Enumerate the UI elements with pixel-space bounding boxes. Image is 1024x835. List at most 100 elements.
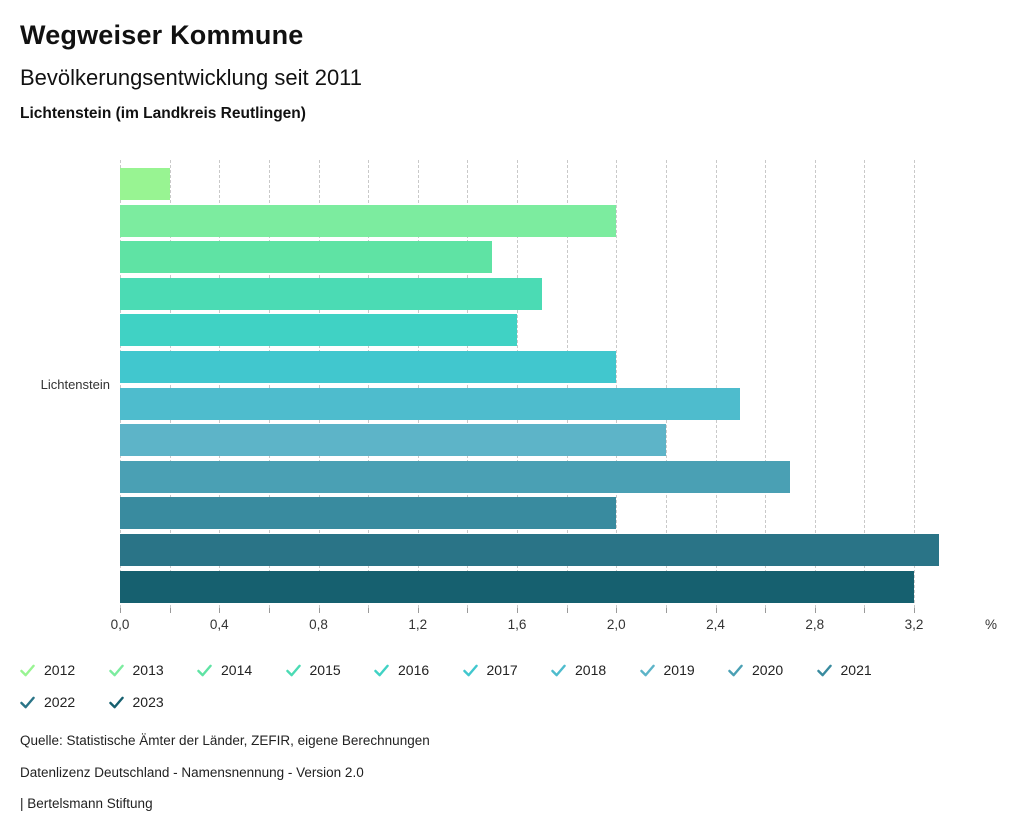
legend-item-label: 2021 xyxy=(840,662,872,678)
axis-tick xyxy=(417,608,419,613)
gridline xyxy=(318,160,320,608)
legend-item-label: 2020 xyxy=(752,662,784,678)
legend-item-2013[interactable]: 2013 xyxy=(108,654,198,686)
axis-tick-label: 0,0 xyxy=(110,617,130,632)
bar-2017[interactable] xyxy=(120,351,617,383)
bar-2016[interactable] xyxy=(120,314,517,347)
legend-item-2015[interactable]: 2015 xyxy=(285,654,375,686)
legend-item-2020[interactable]: 2020 xyxy=(728,654,817,686)
gridline xyxy=(665,160,667,608)
gridline xyxy=(566,160,568,608)
legend-item-label: 2023 xyxy=(132,694,164,710)
gridline xyxy=(914,160,915,608)
legend-item-2014[interactable]: 2014 xyxy=(197,654,286,686)
bar-2015[interactable] xyxy=(120,277,542,310)
bar-2020[interactable] xyxy=(120,460,790,493)
bar-2018[interactable] xyxy=(120,387,741,420)
legend-item-2022[interactable]: 2022 xyxy=(20,686,109,718)
check-icon xyxy=(728,664,743,676)
footer: Quelle: Statistische Ämter der Länder, Z… xyxy=(20,733,430,828)
axis-tick xyxy=(368,608,370,613)
bar-2022[interactable] xyxy=(120,534,939,566)
gridline xyxy=(120,160,121,608)
bar-2014[interactable] xyxy=(120,241,493,274)
bar-2013[interactable] xyxy=(120,204,617,237)
axis-tick xyxy=(914,608,915,613)
gridline xyxy=(417,160,419,608)
axis-tick xyxy=(765,608,767,613)
axis-tick xyxy=(566,608,568,613)
bar-2012[interactable] xyxy=(120,168,170,200)
gridline xyxy=(517,160,518,608)
check-icon xyxy=(374,664,389,676)
legend-item-label: 2012 xyxy=(44,662,76,678)
legend-item-2016[interactable]: 2016 xyxy=(374,654,463,686)
gridline xyxy=(616,160,618,608)
gridline xyxy=(169,160,171,608)
axis-tick xyxy=(715,608,717,613)
gridline xyxy=(467,160,469,608)
axis-tick-label: 2,0 xyxy=(606,617,626,632)
axis-tick-label: 2,4 xyxy=(706,617,725,632)
attribution-note: | Bertelsmann Stiftung xyxy=(20,796,153,811)
check-icon xyxy=(639,664,655,676)
axis-tick-label: 1,2 xyxy=(408,617,428,632)
gridline xyxy=(219,160,221,608)
axis-tick xyxy=(318,608,320,613)
legend-item-label: 2019 xyxy=(663,662,695,678)
legend-item-label: 2013 xyxy=(132,662,164,678)
gridline xyxy=(814,160,816,608)
axis-tick xyxy=(517,608,518,613)
gridline xyxy=(765,160,767,608)
bar-2021[interactable] xyxy=(120,497,617,530)
plot-area: 0,0 0,4 0,8 1,2 1,6 2,0 2,4 2,8 3,2 xyxy=(111,160,939,632)
axis-tick xyxy=(219,608,221,613)
legend-item-label: 2022 xyxy=(44,694,76,710)
legend-item-label: 2016 xyxy=(398,662,430,678)
legend-item-2012[interactable]: 2012 xyxy=(20,654,109,686)
source-note: Quelle: Statistische Ämter der Länder, Z… xyxy=(20,733,430,748)
check-icon xyxy=(285,664,301,676)
legend: 2012 2013 2014 2015 2016 2017 2018 2019 2020 2021… xyxy=(20,654,920,718)
population-bar-chart: Lichtenstein 0,0 0,4 0,8 1,2 1,6 2,0 2,4 2,8 3,2… xyxy=(0,160,1024,640)
gridline xyxy=(368,160,370,608)
axis-tick xyxy=(120,608,121,613)
check-icon xyxy=(20,664,35,676)
check-icon xyxy=(462,664,478,676)
legend-item-2018[interactable]: 2018 xyxy=(551,654,640,686)
gridline xyxy=(864,160,866,608)
axis-tick xyxy=(814,608,816,613)
axis-tick xyxy=(467,608,469,613)
axis-tick xyxy=(169,608,171,613)
legend-item-2017[interactable]: 2017 xyxy=(462,654,552,686)
axis-tick-label: 0,4 xyxy=(209,617,229,632)
page-title: Wegweiser Kommune xyxy=(20,20,304,50)
gridline xyxy=(268,160,270,608)
axis-tick xyxy=(665,608,667,613)
check-icon xyxy=(108,664,124,676)
axis-tick-label: 1,6 xyxy=(507,617,527,632)
bar-2019[interactable] xyxy=(120,424,666,457)
axis-tick-label: 3,2 xyxy=(904,617,924,632)
category-axis-label: Lichtenstein xyxy=(40,376,110,392)
axis-tick-label: 2,8 xyxy=(805,617,825,632)
gridline xyxy=(715,160,717,608)
axis-tick-label: 0,8 xyxy=(309,617,328,632)
legend-item-label: 2014 xyxy=(221,662,253,678)
check-icon xyxy=(197,664,212,676)
check-icon xyxy=(20,696,35,708)
chart-region-subtitle: Lichtenstein (im Landkreis Reutlingen) xyxy=(20,105,306,122)
bar-2023[interactable] xyxy=(120,570,914,603)
legend-item-2021[interactable]: 2021 xyxy=(816,654,906,686)
axis-tick xyxy=(268,608,270,613)
chart-title: Bevölkerungsentwicklung seit 2011 xyxy=(20,65,363,90)
check-icon xyxy=(551,664,566,676)
axis-tick xyxy=(616,608,618,613)
axis-tick xyxy=(864,608,866,613)
legend-item-2019[interactable]: 2019 xyxy=(639,654,729,686)
legend-item-label: 2018 xyxy=(575,662,607,678)
check-icon xyxy=(816,664,832,676)
legend-item-2023[interactable]: 2023 xyxy=(108,686,198,718)
check-icon xyxy=(108,696,124,708)
